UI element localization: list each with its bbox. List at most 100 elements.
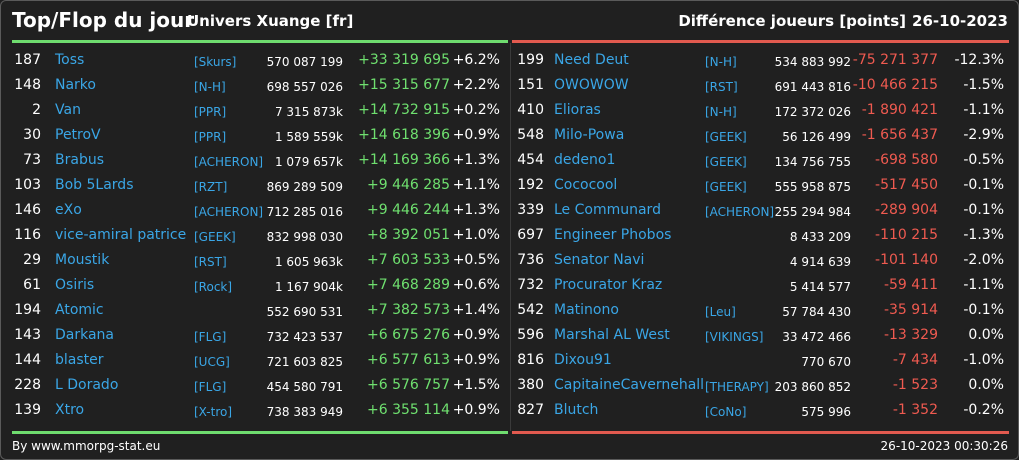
player-name[interactable]: Milo-Powa bbox=[554, 127, 625, 143]
percent-change: -1.1% bbox=[963, 277, 1004, 293]
player-points: 738 383 949 bbox=[266, 405, 343, 419]
alliance-tag[interactable]: [RST] bbox=[705, 80, 738, 94]
player-name[interactable]: Senator Navi bbox=[554, 252, 645, 268]
source-link[interactable]: By www.mmorpg-stat.eu bbox=[12, 439, 161, 453]
points-difference: -75 271 377 bbox=[852, 52, 938, 68]
player-name[interactable]: Bob 5Lards bbox=[55, 177, 134, 193]
top-accent-line-bottom bbox=[12, 431, 508, 434]
points-difference: +7 468 289 bbox=[367, 277, 450, 293]
player-name[interactable]: Engineer Phobos bbox=[554, 227, 672, 243]
player-name[interactable]: Atomic bbox=[55, 302, 104, 318]
player-points: 1 605 963k bbox=[274, 255, 343, 269]
points-difference: -1 656 437 bbox=[861, 127, 938, 143]
player-name[interactable]: Brabus bbox=[55, 152, 104, 168]
alliance-tag[interactable]: [RST] bbox=[194, 255, 227, 269]
player-name[interactable]: Narko bbox=[55, 77, 96, 93]
alliance-tag[interactable]: [THERAPY] bbox=[705, 380, 769, 394]
player-name[interactable]: PetroV bbox=[55, 127, 101, 143]
player-name[interactable]: Moustik bbox=[55, 252, 110, 268]
alliance-tag[interactable]: [N-H] bbox=[194, 80, 226, 94]
player-name[interactable]: Marshal AL West bbox=[554, 327, 670, 343]
flop-accent-line-bottom bbox=[512, 431, 1009, 434]
alliance-tag[interactable]: [VIKINGS] bbox=[705, 330, 764, 344]
player-points: 8 433 209 bbox=[789, 230, 851, 244]
table-row: 29 Moustik [RST] 1 605 963k +7 603 533 +0.5% bbox=[1, 248, 510, 273]
player-name[interactable]: CapitaineCavernehall bbox=[554, 377, 705, 393]
player-name[interactable]: Blutch bbox=[554, 402, 599, 418]
alliance-tag[interactable]: [ACHERON] bbox=[194, 155, 264, 169]
player-name[interactable]: blaster bbox=[55, 352, 104, 368]
player-name[interactable]: Le Communard bbox=[554, 202, 661, 218]
player-name[interactable]: Matinono bbox=[554, 302, 619, 318]
alliance-tag[interactable]: [GEEK] bbox=[705, 130, 747, 144]
player-name[interactable]: Toss bbox=[55, 52, 85, 68]
table-row: 548 Milo-Powa [GEEK] 56 126 499 -1 656 437 -2… bbox=[512, 123, 1018, 148]
points-difference: +7 382 573 bbox=[367, 302, 450, 318]
percent-change: +0.9% bbox=[452, 327, 500, 343]
player-name[interactable]: Xtro bbox=[55, 402, 85, 418]
player-name[interactable]: vice-amiral patrice bbox=[55, 227, 187, 243]
player-points: 203 860 852 bbox=[774, 380, 851, 394]
points-difference: +14 618 396 bbox=[358, 127, 450, 143]
percent-change: -1.5% bbox=[963, 77, 1004, 93]
player-rank: 454 bbox=[517, 152, 544, 168]
alliance-tag[interactable]: [FLG] bbox=[194, 380, 227, 394]
player-points: 57 784 430 bbox=[782, 305, 851, 319]
alliance-tag[interactable]: [N-H] bbox=[705, 105, 737, 119]
alliance-tag[interactable]: [GEEK] bbox=[705, 180, 747, 194]
alliance-tag[interactable]: [GEEK] bbox=[705, 155, 747, 169]
percent-change: -1.1% bbox=[963, 102, 1004, 118]
percent-change: +0.6% bbox=[452, 277, 500, 293]
player-name[interactable]: Need Deut bbox=[554, 52, 629, 68]
alliance-tag[interactable]: [Leu] bbox=[705, 305, 736, 319]
player-name[interactable]: Elioras bbox=[554, 102, 601, 118]
player-points: 721 603 825 bbox=[266, 355, 343, 369]
alliance-tag[interactable]: [ACHERON] bbox=[194, 205, 264, 219]
points-difference: +33 319 695 bbox=[358, 52, 450, 68]
points-difference: -35 914 bbox=[883, 302, 938, 318]
alliance-tag[interactable]: [GEEK] bbox=[194, 230, 236, 244]
player-points: 134 756 755 bbox=[774, 155, 851, 169]
alliance-tag[interactable]: [ACHERON] bbox=[705, 205, 775, 219]
alliance-tag[interactable]: [FLG] bbox=[194, 330, 227, 344]
alliance-tag[interactable]: [UCG] bbox=[194, 355, 230, 369]
table-row: 410 Elioras [N-H] 172 372 026 -1 890 421 -1.1… bbox=[512, 98, 1018, 123]
alliance-tag[interactable]: [Skurs] bbox=[194, 55, 237, 69]
flop-players-panel: 199 Need Deut [N-H] 534 883 992 -75 271 377-… bbox=[512, 48, 1018, 423]
player-name[interactable]: Van bbox=[55, 102, 81, 118]
player-name[interactable]: Procurator Kraz bbox=[554, 277, 663, 293]
table-row: 148 Narko [N-H] 698 557 026 +15 315 677 +2.2% bbox=[1, 73, 510, 98]
points-difference: +14 169 366 bbox=[358, 152, 450, 168]
alliance-tag[interactable]: [PPR] bbox=[194, 105, 227, 119]
alliance-tag[interactable]: [PPR] bbox=[194, 130, 227, 144]
player-rank: 116 bbox=[14, 227, 41, 243]
alliance-tag[interactable]: [N-H] bbox=[705, 55, 737, 69]
player-name[interactable]: L Dorado bbox=[55, 377, 119, 393]
player-rank: 29 bbox=[23, 252, 41, 268]
table-row: 116 vice-amiral patrice [GEEK] 832 998 030 +… bbox=[1, 223, 510, 248]
points-difference: +6 675 276 bbox=[367, 327, 450, 343]
flop-accent-line bbox=[512, 40, 1009, 43]
table-row: 732 Procurator Kraz 5 414 577 -59 411 -1.1% bbox=[512, 273, 1018, 298]
player-name[interactable]: Osiris bbox=[55, 277, 95, 293]
table-row: 61 Osiris [Rock] 1 167 904k +7 468 289 +0.6% bbox=[1, 273, 510, 298]
alliance-tag[interactable]: [CoNo] bbox=[705, 405, 747, 419]
alliance-tag[interactable]: [Rock] bbox=[194, 280, 233, 294]
player-name[interactable]: OWOWOW bbox=[554, 77, 629, 93]
player-name[interactable]: dedeno1 bbox=[554, 152, 616, 168]
player-points: 255 294 984 bbox=[774, 205, 851, 219]
points-difference: +8 392 051 bbox=[367, 227, 450, 243]
player-name[interactable]: Cococool bbox=[554, 177, 618, 193]
player-name[interactable]: Darkana bbox=[55, 327, 115, 343]
alliance-tag[interactable]: [RZT] bbox=[194, 180, 228, 194]
player-points: 172 372 026 bbox=[774, 105, 851, 119]
table-row: 146 eXo [ACHERON] 712 285 016 +9 446 244 +1.3… bbox=[1, 198, 510, 223]
player-rank: 146 bbox=[14, 202, 41, 218]
player-name[interactable]: Dixou91 bbox=[554, 352, 612, 368]
alliance-tag[interactable]: [X-tro] bbox=[194, 405, 233, 419]
table-row: 380 CapitaineCavernehall [THERAPY] 203 860 … bbox=[512, 373, 1018, 398]
player-name[interactable]: eXo bbox=[55, 202, 82, 218]
table-row: 542 Matinono [Leu] 57 784 430 -35 914 -0.1% bbox=[512, 298, 1018, 323]
points-difference: +7 603 533 bbox=[367, 252, 450, 268]
points-difference: -517 450 bbox=[875, 177, 938, 193]
